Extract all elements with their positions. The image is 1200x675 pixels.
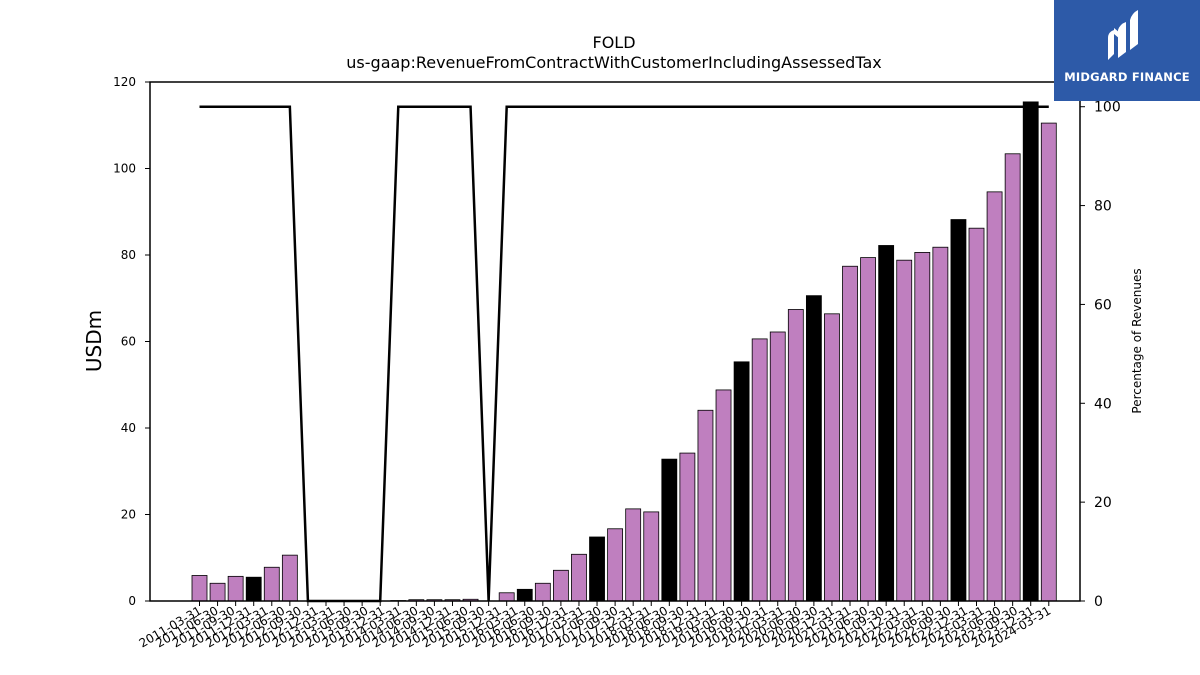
bar xyxy=(733,361,750,602)
y2-tick-label: 60 xyxy=(1094,297,1112,313)
bar xyxy=(842,265,858,602)
y-tick-label: 100 xyxy=(113,162,136,176)
bar xyxy=(263,566,280,602)
bar xyxy=(1040,122,1057,602)
bar xyxy=(191,575,208,602)
y-tick-label: 20 xyxy=(121,508,136,522)
bar xyxy=(625,508,642,602)
y-axis-label: USDm xyxy=(82,310,106,372)
bar xyxy=(950,219,967,602)
bar xyxy=(697,409,714,602)
bar xyxy=(986,191,1003,602)
bar xyxy=(661,458,678,602)
x-axis: 2011-03-312011-06-302011-09-302011-12-31… xyxy=(137,601,1053,650)
bar xyxy=(787,309,804,602)
bar xyxy=(498,592,515,602)
chart-subtitle: us-gaap:RevenueFromContractWithCustomerI… xyxy=(346,53,881,72)
bar xyxy=(209,582,226,602)
y-tick-label: 120 xyxy=(113,75,136,89)
y-tick-label: 40 xyxy=(121,421,136,435)
bar xyxy=(1004,153,1021,602)
y2-axis-label: Percentage of Revenues xyxy=(1130,268,1144,413)
bar xyxy=(769,331,786,602)
y2-tick-label: 20 xyxy=(1094,495,1112,511)
bar xyxy=(589,536,605,602)
bar xyxy=(245,576,262,602)
right-y-axis: 0 20 40 60 80 100 xyxy=(1080,100,1121,610)
bar xyxy=(553,569,569,602)
bar xyxy=(968,227,985,602)
y-tick-label: 0 xyxy=(128,594,136,608)
midgard-logo-icon xyxy=(1108,10,1138,60)
bar xyxy=(1022,101,1039,602)
bar xyxy=(679,452,696,602)
bar xyxy=(281,554,298,602)
bar xyxy=(805,295,822,602)
y-tick-label: 80 xyxy=(121,248,136,262)
bar xyxy=(607,528,624,602)
y2-tick-label: 80 xyxy=(1094,199,1112,215)
bar-series xyxy=(191,101,1057,602)
bar xyxy=(914,252,931,602)
bar xyxy=(860,257,876,602)
bar xyxy=(227,575,244,602)
bar xyxy=(878,245,895,602)
bar xyxy=(751,338,768,602)
bar xyxy=(571,553,587,602)
bar xyxy=(534,582,551,602)
chart-title: FOLD xyxy=(592,33,635,52)
bar xyxy=(715,389,732,602)
midgard-finance-logo: MIDGARD FINANCE xyxy=(1054,0,1200,101)
y2-tick-label: 0 xyxy=(1094,594,1103,610)
bar xyxy=(896,259,913,602)
bar xyxy=(824,313,840,602)
y2-tick-label: 100 xyxy=(1094,100,1121,116)
y-tick-label: 60 xyxy=(121,335,136,349)
left-y-axis: 0 20 40 60 80 100 120 xyxy=(113,75,150,608)
logo-text: MIDGARD FINANCE xyxy=(1064,70,1190,84)
bar xyxy=(516,588,533,602)
bar xyxy=(643,511,660,602)
bar xyxy=(932,246,949,602)
y2-tick-label: 40 xyxy=(1094,396,1112,412)
